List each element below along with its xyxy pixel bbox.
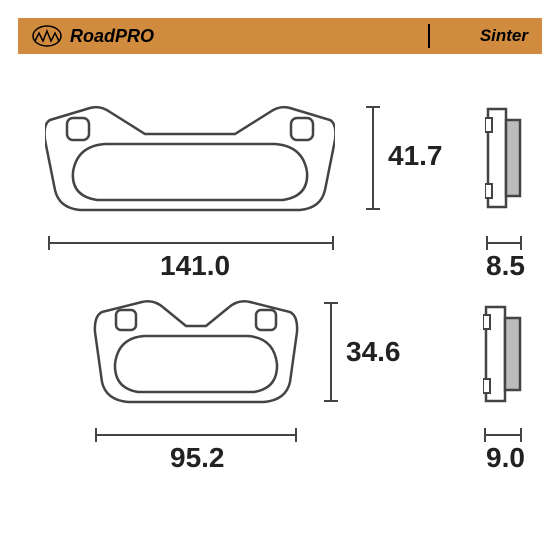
brand-logo-icon xyxy=(32,25,62,47)
dim-top-thick-line xyxy=(486,242,522,244)
header-bar: RoadPRO Sinter xyxy=(18,18,542,54)
bottom-pad-side xyxy=(483,304,529,404)
dim-bottom-width-line xyxy=(95,434,297,436)
header-separator xyxy=(428,24,430,48)
dim-top-height: 41.7 xyxy=(388,140,443,172)
dim-bottom-height-line xyxy=(330,302,332,402)
dim-bottom-width: 95.2 xyxy=(170,442,225,474)
dim-top-thickness: 8.5 xyxy=(486,250,525,282)
dim-top-width-line xyxy=(48,242,334,244)
bottom-pad-front xyxy=(92,298,300,406)
top-pad-side xyxy=(485,106,529,210)
brand-left: RoadPRO xyxy=(32,25,154,47)
dim-bottom-thickness: 9.0 xyxy=(486,442,525,474)
category-label: Sinter xyxy=(480,26,528,46)
dim-top-width: 141.0 xyxy=(160,250,230,282)
brand-name: RoadPRO xyxy=(70,26,154,47)
dim-top-height-line xyxy=(372,106,374,210)
dim-bottom-height: 34.6 xyxy=(346,336,401,368)
top-pad-front xyxy=(45,100,335,220)
dim-bottom-thick-line xyxy=(484,434,522,436)
diagram-canvas: 41.7 141.0 8.5 34.6 95.2 9.0 xyxy=(0,70,560,560)
